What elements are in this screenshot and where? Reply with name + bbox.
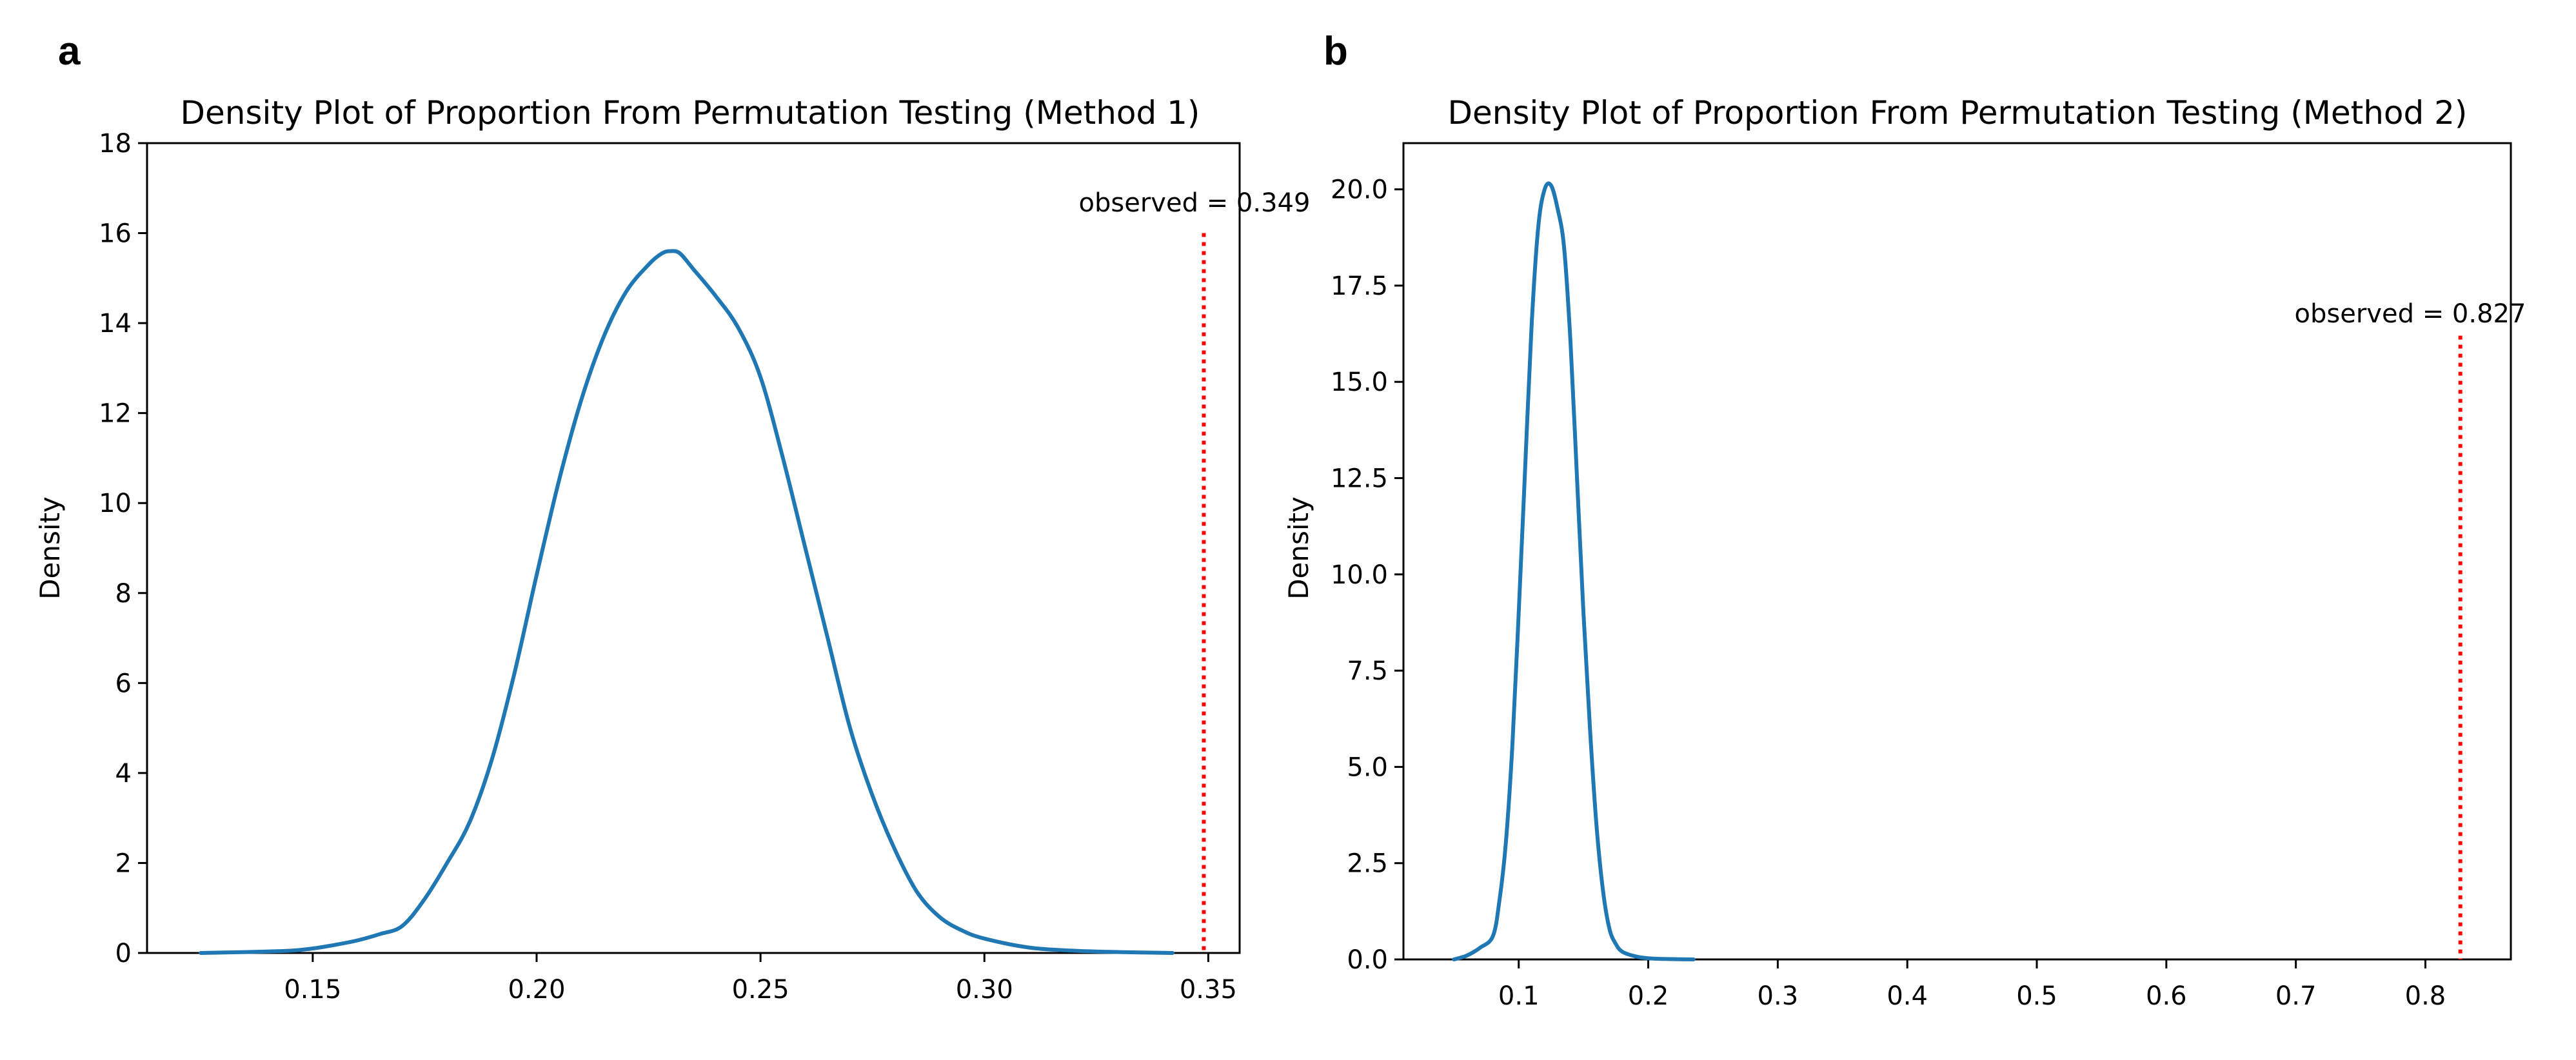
panel-b-letter: b: [1323, 29, 1348, 74]
panel-b-axes-frame: [1402, 142, 2512, 961]
panel-a-xtick-label: 0.30: [956, 975, 1013, 1005]
panel-a-ytick-label: 16: [99, 219, 132, 249]
panel-b-xtick-label: 0.7: [2275, 981, 2317, 1011]
panel-b-xtick-label: 0.4: [1887, 981, 1928, 1011]
panel-b-ytick-label: 20.0: [1331, 175, 1388, 205]
panel-a-ytick-label: 14: [99, 309, 132, 339]
panel-b-xtick-label: 0.8: [2405, 981, 2446, 1011]
panel-b-density-curve: [1452, 181, 1696, 961]
panel-a-ytick-label: 4: [115, 759, 132, 789]
panel-b-ytick-label: 17.5: [1331, 271, 1388, 301]
panel-b-xtick-label: 0.3: [1758, 981, 1799, 1011]
panel-b-xtick-label: 0.5: [2016, 981, 2057, 1011]
panel-a-ytick-label: 10: [99, 489, 132, 518]
panel-b-title: Density Plot of Proportion From Permutat…: [1448, 94, 2468, 132]
panel-b-xtick-label: 0.1: [1498, 981, 1540, 1011]
panel-a-axes-frame: [146, 142, 1241, 954]
panel-b-ylabel: Density: [1283, 496, 1314, 600]
panel-a-title: Density Plot of Proportion From Permutat…: [181, 94, 1200, 132]
panel-b-ytick-label: 12.5: [1331, 464, 1388, 494]
panel-b-ytick-label: 5.0: [1347, 752, 1388, 782]
panel-b-ytick-label: 7.5: [1347, 656, 1388, 686]
panel-a-letter: a: [58, 29, 81, 74]
panel-a-ytick-label: 0: [115, 939, 132, 968]
panel-a-ytick-label: 6: [115, 669, 132, 698]
panel-b-observed-label: observed = 0.827: [2295, 299, 2526, 329]
panel-a-ytick-label: 2: [115, 849, 132, 878]
panel-a-ytick-label: 18: [99, 129, 132, 159]
panel-b-xtick-label: 0.2: [1628, 981, 1669, 1011]
panel-b-ytick-label: 10.0: [1331, 560, 1388, 590]
panel-a-observed-label: observed = 0.349: [1079, 188, 1311, 218]
panel-a-ylabel: Density: [34, 496, 66, 600]
panel-a-xtick-label: 0.20: [508, 975, 565, 1005]
panel-b-ytick-label: 0.0: [1347, 945, 1388, 975]
panel-a-xtick-label: 0.25: [732, 975, 789, 1005]
panel-a-ytick-label: 8: [115, 579, 132, 609]
panel-a-xtick-label: 0.15: [284, 975, 341, 1005]
panel-a-ytick-label: 12: [99, 399, 132, 429]
panel-a-density-curve: [199, 249, 1174, 955]
panel-b-ytick-label: 15.0: [1331, 368, 1388, 397]
panel-a-xtick-label: 0.35: [1180, 975, 1237, 1005]
panel-b-xtick-label: 0.6: [2146, 981, 2187, 1011]
panel-b-ytick-label: 2.5: [1347, 849, 1388, 879]
